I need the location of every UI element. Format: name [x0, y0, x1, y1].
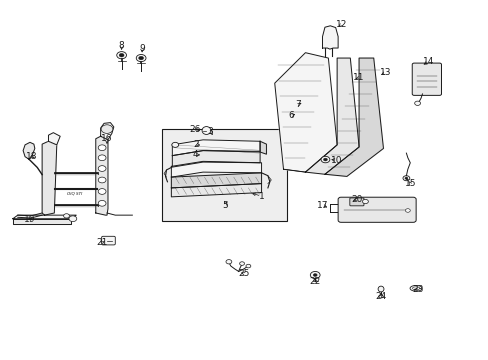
Text: 3: 3 — [207, 127, 213, 136]
Text: OIQ STI: OIQ STI — [67, 192, 82, 195]
Polygon shape — [322, 26, 337, 49]
Polygon shape — [325, 58, 383, 176]
Circle shape — [101, 125, 113, 134]
Text: 6: 6 — [287, 111, 293, 120]
Polygon shape — [13, 215, 76, 219]
Circle shape — [171, 142, 178, 147]
Text: 9: 9 — [139, 44, 144, 53]
Circle shape — [98, 177, 106, 183]
Text: 24: 24 — [375, 292, 386, 301]
Circle shape — [414, 101, 420, 105]
Text: 17: 17 — [316, 201, 327, 210]
Polygon shape — [101, 123, 114, 140]
Circle shape — [310, 271, 320, 279]
Circle shape — [321, 156, 329, 163]
Circle shape — [139, 56, 143, 60]
FancyBboxPatch shape — [349, 198, 363, 206]
Ellipse shape — [377, 286, 383, 292]
Polygon shape — [96, 136, 108, 215]
Text: 21: 21 — [96, 238, 107, 247]
FancyBboxPatch shape — [411, 63, 441, 95]
Circle shape — [98, 155, 106, 161]
Polygon shape — [23, 142, 35, 159]
Polygon shape — [172, 140, 260, 156]
Polygon shape — [171, 161, 261, 177]
Text: 11: 11 — [353, 73, 364, 82]
Polygon shape — [48, 133, 60, 145]
Text: 1: 1 — [258, 192, 264, 201]
Circle shape — [323, 158, 327, 161]
Circle shape — [119, 53, 124, 57]
Text: 15: 15 — [404, 179, 415, 188]
Bar — [161, 129, 287, 221]
Circle shape — [117, 51, 126, 59]
Text: 19: 19 — [24, 215, 36, 224]
Text: 14: 14 — [422, 57, 434, 66]
Circle shape — [404, 177, 407, 179]
Text: 13: 13 — [379, 68, 391, 77]
Circle shape — [402, 176, 409, 181]
Circle shape — [98, 166, 106, 171]
Circle shape — [98, 189, 106, 194]
Text: 2: 2 — [193, 140, 198, 149]
FancyBboxPatch shape — [337, 197, 415, 222]
Circle shape — [245, 264, 250, 268]
Text: 20: 20 — [350, 195, 362, 204]
Polygon shape — [260, 141, 266, 154]
Circle shape — [98, 201, 106, 206]
Text: 22: 22 — [309, 276, 320, 285]
Text: 16: 16 — [101, 134, 113, 143]
Circle shape — [225, 260, 231, 264]
Circle shape — [362, 199, 367, 204]
Polygon shape — [172, 150, 260, 167]
Text: 8: 8 — [119, 41, 124, 50]
Text: 10: 10 — [331, 156, 342, 165]
Text: 25: 25 — [238, 269, 250, 278]
Text: 4: 4 — [193, 150, 198, 159]
Polygon shape — [274, 53, 336, 172]
Text: 23: 23 — [411, 285, 423, 294]
Ellipse shape — [409, 285, 421, 291]
Circle shape — [136, 54, 146, 62]
Ellipse shape — [378, 295, 383, 298]
Text: 26: 26 — [189, 125, 200, 134]
Polygon shape — [13, 219, 71, 225]
Text: 18: 18 — [25, 152, 37, 161]
Polygon shape — [171, 184, 261, 197]
Text: 5: 5 — [222, 201, 227, 210]
FancyBboxPatch shape — [102, 236, 115, 245]
Polygon shape — [305, 58, 358, 174]
Ellipse shape — [202, 127, 210, 134]
Text: 12: 12 — [336, 19, 347, 28]
Circle shape — [405, 209, 409, 212]
Circle shape — [69, 216, 77, 222]
Ellipse shape — [412, 287, 419, 290]
Circle shape — [98, 145, 106, 150]
Circle shape — [239, 262, 244, 265]
Circle shape — [63, 214, 69, 218]
Text: 7: 7 — [295, 100, 301, 109]
Circle shape — [313, 274, 317, 276]
Polygon shape — [171, 173, 261, 188]
Polygon shape — [42, 141, 57, 215]
